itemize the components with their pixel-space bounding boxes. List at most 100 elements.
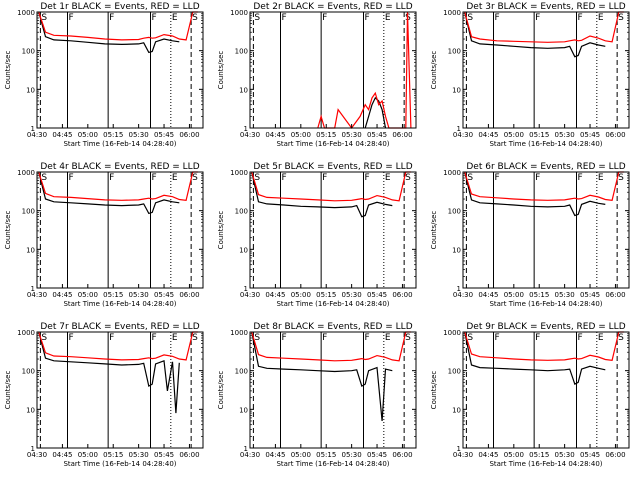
flag-label: F	[281, 13, 286, 23]
flag-label: E	[385, 13, 391, 23]
flag-label: F	[109, 333, 114, 343]
flag-label: S	[192, 333, 198, 343]
series-line-black	[38, 331, 180, 414]
y-tick-label: 100	[448, 368, 461, 376]
chart-title: Det 4r BLACK = Events, RED = LLD	[40, 162, 199, 172]
y-tick-label: 1	[244, 285, 248, 293]
flag-label: S	[618, 173, 624, 183]
y-tick-label: 10	[239, 406, 248, 414]
flag-label: S	[618, 333, 624, 343]
x-tick-label: 05:15	[316, 451, 336, 459]
flag-label: S	[254, 333, 260, 343]
x-tick-label: 05:30	[555, 451, 575, 459]
chart-title: Det 9r BLACK = Events, RED = LLD	[466, 322, 625, 332]
y-tick-label: 1	[31, 285, 35, 293]
series-line-black	[464, 11, 606, 58]
x-tick-label: 05:15	[316, 291, 336, 299]
flag-label: S	[467, 173, 473, 183]
y-tick-label: 1000	[230, 9, 248, 17]
y-tick-label: 10	[26, 86, 35, 94]
flag-label: F	[151, 173, 156, 183]
plot-frame	[36, 171, 204, 289]
x-tick-label: 04:45	[52, 451, 72, 459]
x-tick-label: 05:00	[291, 291, 311, 299]
y-tick-label: 10	[452, 86, 461, 94]
flag-label: S	[41, 13, 47, 23]
y-tick-label: 1000	[443, 329, 461, 337]
plot-frame	[249, 331, 417, 449]
flag-label: F	[494, 173, 499, 183]
flag-label: F	[322, 333, 327, 343]
series-line-black	[38, 171, 180, 215]
y-tick-label: 10	[452, 406, 461, 414]
x-tick-label: 05:15	[103, 451, 123, 459]
flag-label: S	[405, 333, 411, 343]
chart-title: Det 1r BLACK = Events, RED = LLD	[40, 2, 199, 12]
flag-label: E	[598, 173, 604, 183]
y-tick-label: 1000	[17, 169, 35, 177]
x-tick-label: 06:00	[179, 291, 199, 299]
x-tick-label: 05:45	[154, 451, 174, 459]
x-tick-label: 04:45	[478, 291, 498, 299]
series-line-black	[464, 171, 606, 217]
y-tick-label: 1	[31, 445, 35, 453]
x-tick-label: 04:30	[27, 291, 47, 299]
flag-label: F	[281, 173, 286, 183]
y-axis-label: Counts/sec	[217, 371, 225, 410]
x-axis-label: Start Time (16-Feb-14 04:28:40)	[63, 460, 176, 468]
x-tick-label: 04:30	[240, 451, 260, 459]
series-line-black	[464, 331, 606, 385]
y-tick-label: 10	[26, 406, 35, 414]
flag-label: F	[535, 333, 540, 343]
y-tick-label: 1	[244, 125, 248, 133]
series-line-red	[38, 331, 198, 361]
flag-label: E	[598, 333, 604, 343]
plot-frame	[462, 171, 630, 289]
y-tick-label: 10	[452, 246, 461, 254]
flag-label: F	[364, 333, 369, 343]
y-tick-label: 1000	[17, 9, 35, 17]
flag-label: F	[364, 173, 369, 183]
series-line-red	[38, 171, 198, 201]
x-axis-label: Start Time (16-Feb-14 04:28:40)	[276, 300, 389, 308]
x-tick-label: 05:30	[555, 291, 575, 299]
flag-label: E	[172, 333, 178, 343]
x-tick-label: 05:00	[504, 451, 524, 459]
chart-title: Det 3r BLACK = Events, RED = LLD	[466, 2, 625, 12]
x-tick-label: 05:45	[580, 131, 600, 139]
x-tick-label: 05:45	[367, 131, 387, 139]
x-tick-label: 05:30	[129, 131, 149, 139]
y-axis-label: Counts/sec	[217, 211, 225, 250]
x-tick-label: 06:00	[605, 291, 625, 299]
flag-label: S	[405, 173, 411, 183]
chart-title: Det 6r BLACK = Events, RED = LLD	[466, 162, 625, 172]
x-tick-label: 05:15	[103, 131, 123, 139]
flag-label: S	[254, 13, 260, 23]
series-line-black	[38, 11, 180, 54]
y-tick-label: 100	[22, 368, 35, 376]
x-tick-label: 04:45	[265, 131, 285, 139]
x-tick-label: 06:00	[179, 451, 199, 459]
flag-label: F	[364, 13, 369, 23]
x-tick-label: 05:00	[504, 131, 524, 139]
x-tick-label: 05:30	[342, 291, 362, 299]
flag-label: S	[254, 173, 260, 183]
plot-frame	[249, 171, 417, 289]
flag-label: F	[68, 333, 73, 343]
x-tick-label: 05:15	[103, 291, 123, 299]
x-axis-label: Start Time (16-Feb-14 04:28:40)	[63, 300, 176, 308]
x-tick-label: 06:00	[605, 451, 625, 459]
x-tick-label: 04:45	[52, 291, 72, 299]
x-axis-label: Start Time (16-Feb-14 04:28:40)	[63, 140, 176, 148]
flag-label: F	[109, 13, 114, 23]
y-tick-label: 100	[235, 208, 248, 216]
flag-label: F	[109, 173, 114, 183]
y-tick-label: 1	[457, 445, 461, 453]
y-tick-label: 1000	[230, 329, 248, 337]
y-tick-label: 100	[22, 208, 35, 216]
